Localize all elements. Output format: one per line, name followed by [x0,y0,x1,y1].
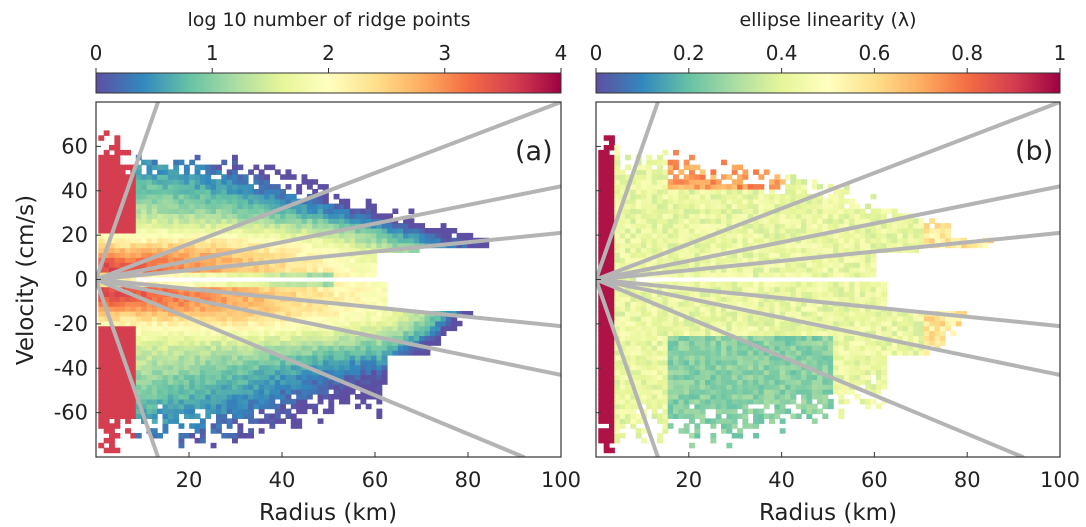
reference-line [96,102,160,282]
reference-line [596,230,1060,282]
y-axis-label: Velocity (cm/s) [13,195,39,365]
x-tick-label: 60 [362,468,389,492]
x-tick-label: 40 [768,468,795,492]
reference-lines-b [596,102,1060,457]
y-tick-label: -40 [54,356,88,380]
colorbar-tick-label: 0 [90,41,103,65]
y-ticks-a: 60 40 20 0 -20 -40 -60 [54,134,101,425]
x-tick-label: 80 [954,468,981,492]
reference-line [596,277,1060,329]
reference-line [596,102,660,282]
colorbar-tick-label: 0.4 [766,41,798,65]
x-tick-label: 60 [861,468,888,492]
reference-lines-a [96,102,561,457]
reference-line [96,277,561,377]
colorbar-a-title: log 10 number of ridge points [187,9,470,31]
colorbar-tick-label: 1 [1054,41,1067,65]
reference-line [96,102,561,282]
colorbar-b-title: ellipse linearity (λ) [739,9,916,31]
colorbar-tick-label: 0.8 [951,41,983,65]
reference-line [96,230,561,282]
x-ticks-a: 20 40 60 80 100 [176,452,581,492]
x-tick-label: 100 [541,468,581,492]
x-ticks-b: 20 40 60 80 100 [675,452,1080,492]
colorbar-tick-label: 0 [590,41,603,65]
reference-line [96,277,526,457]
x-tick-label: 40 [269,468,296,492]
x-axis-label-a: Radius (km) [259,500,397,526]
reference-line [596,277,660,457]
colorbar-tick-label: 4 [555,41,568,65]
y-tick-label: 20 [61,223,88,247]
colorbar-tick-label: 0.6 [858,41,890,65]
y-tick-label: 60 [61,134,88,158]
panel-b: ellipse linearity (λ) 0 0.2 0.4 0.6 0.8 1 (b)… [590,9,1080,526]
reference-line [596,277,1025,457]
x-tick-label: 20 [675,468,702,492]
colorbar-b [595,72,1061,94]
colorbar-a-ticks: 0 1 2 3 4 [90,41,568,73]
reference-line [596,184,1060,282]
colorbar-tick-label: 1 [206,41,219,65]
x-axis-label-b: Radius (km) [759,500,897,526]
x-tick-label: 80 [455,468,482,492]
y-tick-label: 40 [61,179,88,203]
x-tick-label: 20 [176,468,203,492]
reference-line [96,184,561,282]
panel-b-label: (b) [1015,136,1053,167]
colorbar-a [95,72,562,94]
reference-line [596,277,1060,377]
colorbar-tick-label: 3 [438,41,451,65]
heatmap-b [596,102,1060,457]
reference-line [96,277,561,329]
y-tick-label: -60 [54,401,88,425]
panel-a-label: (a) [515,136,553,167]
y-tick-label: 0 [75,268,88,292]
heatmap-a [96,102,561,457]
colorbar-tick-label: 0.2 [673,41,705,65]
reference-line [596,102,1060,282]
colorbar-tick-label: 2 [322,41,335,65]
x-tick-label: 100 [1040,468,1080,492]
reference-line [96,277,160,457]
colorbar-b-ticks: 0 0.2 0.4 0.6 0.8 1 [590,41,1067,73]
y-tick-label: -20 [54,312,88,336]
y-ticks-b [596,145,601,414]
